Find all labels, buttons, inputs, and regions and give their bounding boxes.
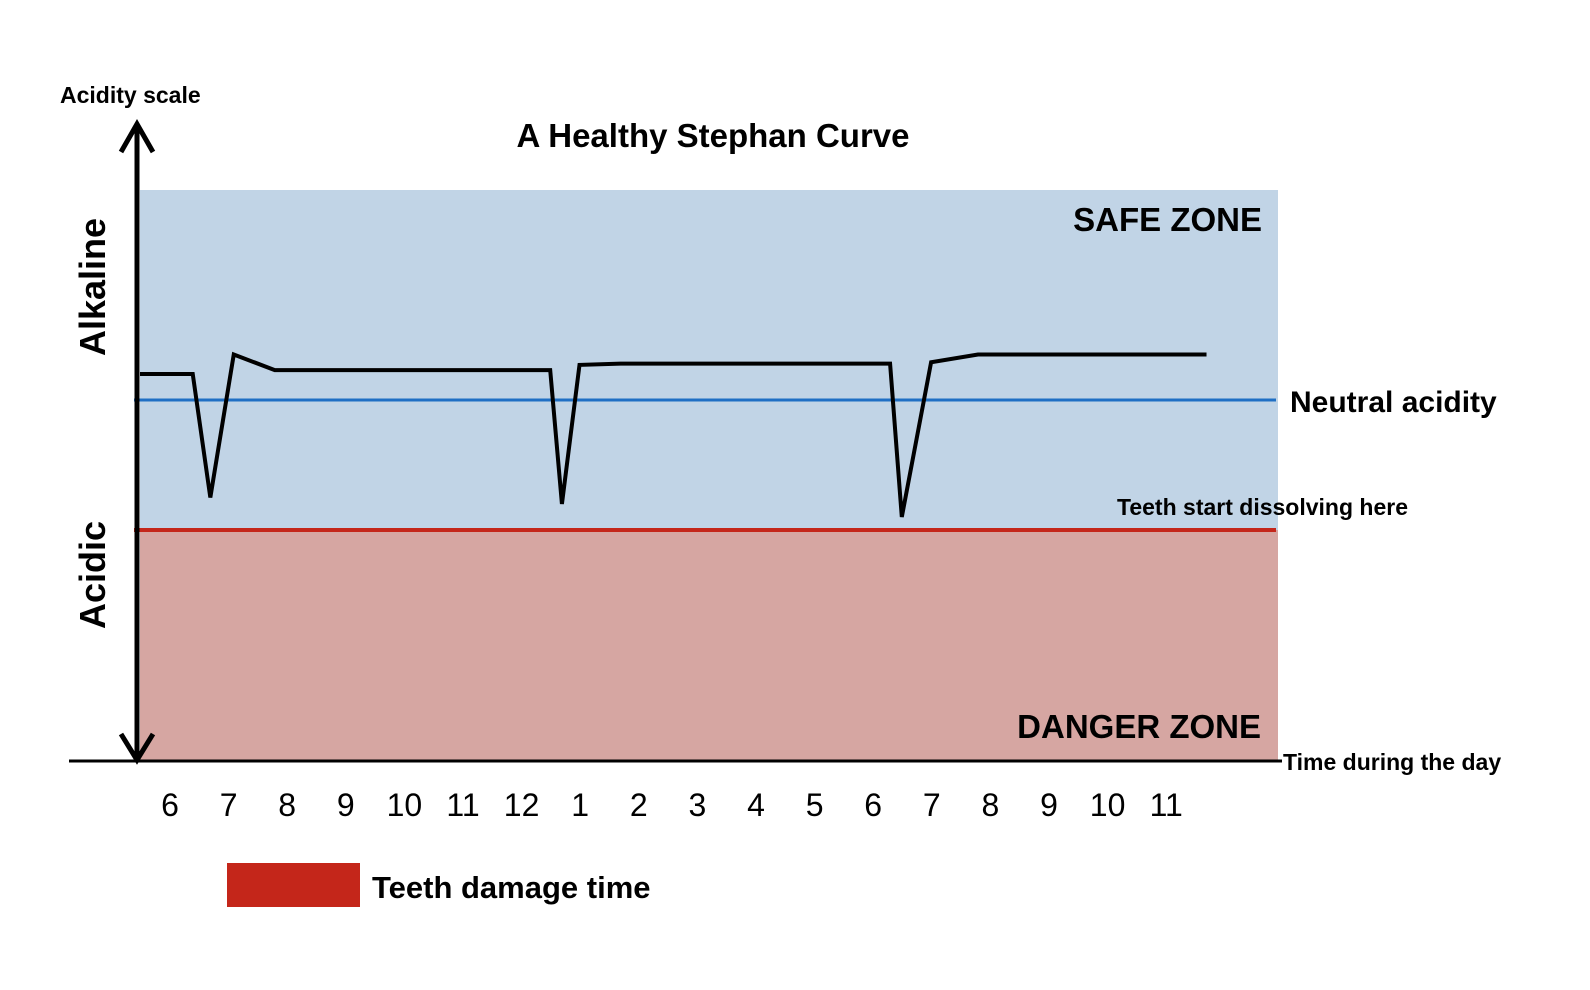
x-tick-label: 7	[220, 787, 238, 823]
x-axis-title: Time during the day	[1283, 749, 1501, 775]
danger-zone-label: DANGER ZONE	[1017, 708, 1261, 745]
x-tick-label: 2	[630, 787, 648, 823]
x-tick-label: 11	[446, 787, 479, 823]
y-axis-up-arrow-icon	[118, 118, 156, 154]
x-tick-label: 4	[747, 787, 765, 823]
x-tick-label: 10	[387, 787, 423, 823]
chart-title: A Healthy Stephan Curve	[516, 117, 909, 154]
x-tick-label: 11	[1150, 787, 1183, 823]
x-tick-label: 8	[278, 787, 296, 823]
dissolving-label: Teeth start dissolving here	[1117, 494, 1408, 520]
legend-swatch	[227, 863, 360, 907]
x-tick-label: 1	[571, 787, 589, 823]
acidic-label: Acidic	[72, 521, 113, 629]
danger-zone-area	[140, 530, 1278, 760]
x-tick-label: 6	[864, 787, 882, 823]
acidity-curve-line	[140, 351, 1207, 518]
legend: Teeth damage time	[227, 863, 651, 907]
x-tick-label: 10	[1090, 787, 1126, 823]
alkaline-label: Alkaline	[72, 218, 113, 356]
neutral-acidity-label: Neutral acidity	[1290, 386, 1497, 419]
x-tick-label: 8	[982, 787, 1000, 823]
x-tick-label: 7	[923, 787, 941, 823]
y-axis-title: Acidity scale	[60, 82, 201, 108]
x-tick-label: 5	[806, 787, 824, 823]
safe-zone-label: SAFE ZONE	[1073, 201, 1262, 238]
x-tick-label: 9	[1040, 787, 1058, 823]
x-tick-label: 6	[161, 787, 179, 823]
safe-zone-area	[140, 190, 1278, 530]
x-tick-label: 12	[504, 787, 540, 823]
legend-label: Teeth damage time	[372, 870, 651, 905]
x-tick-label: 3	[689, 787, 707, 823]
x-tick-labels: 6 7 8 9 10 11 12 1 2 3 4 5 6 7 8 9 10 11	[161, 787, 1183, 823]
x-tick-label: 9	[337, 787, 355, 823]
